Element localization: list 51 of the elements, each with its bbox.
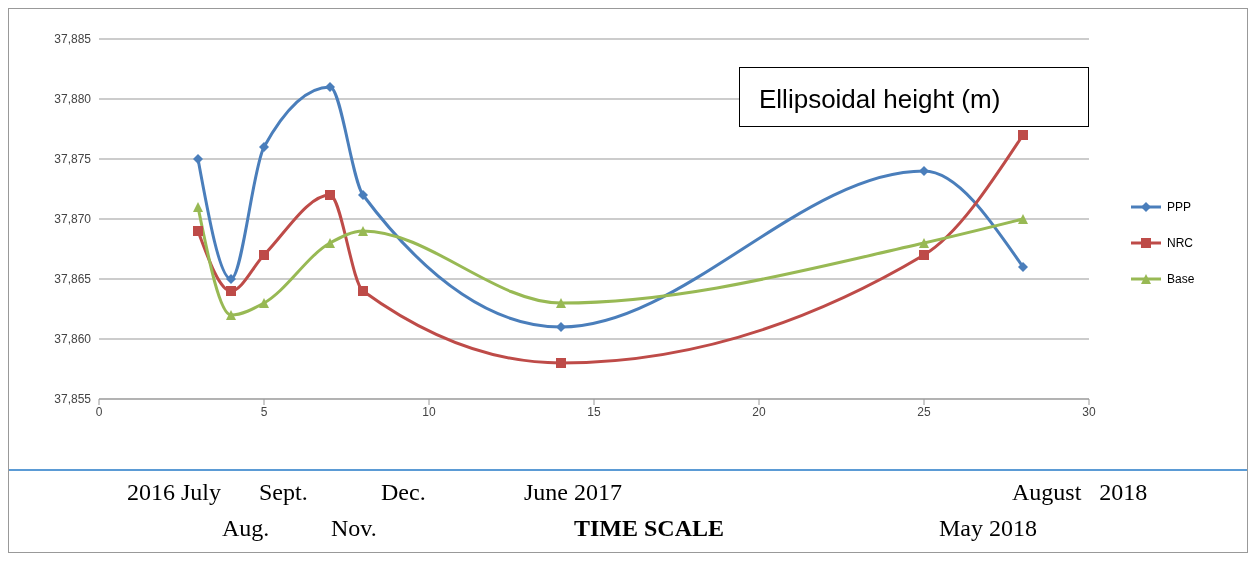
y-tick-label: 37,865	[54, 272, 92, 287]
x-tick-label: 15	[587, 404, 601, 419]
x-tick-label: 0	[95, 404, 103, 419]
point	[193, 226, 203, 236]
x-tick-label: 10	[422, 404, 436, 419]
legend-label: Base	[1167, 272, 1195, 286]
point	[556, 298, 566, 308]
text: Nov.	[331, 515, 377, 542]
legend-label: PPP	[1167, 200, 1192, 214]
y-tick-label: 37,870	[54, 212, 92, 227]
text: 2016 July	[127, 479, 222, 506]
point	[1018, 262, 1028, 272]
text: August 2018	[1012, 479, 1148, 506]
point	[325, 190, 335, 200]
point	[556, 322, 566, 332]
text: Aug.	[222, 515, 270, 542]
text: Sept.	[259, 479, 308, 506]
point	[358, 226, 368, 236]
point	[226, 286, 236, 296]
x-tick-label: 30	[1082, 404, 1096, 419]
point	[919, 250, 929, 260]
y-tick-label: 37,860	[54, 332, 92, 347]
point	[1018, 130, 1028, 140]
x-axis-title: TIME SCALE	[574, 515, 725, 542]
y-tick-label: 37,875	[54, 152, 92, 167]
y-tick-label: 37,880	[54, 92, 92, 107]
x-tick-label: 20	[752, 404, 766, 419]
legend-label: NRC	[1167, 236, 1193, 250]
point	[226, 274, 236, 284]
y-tick-label: 37,855	[54, 392, 92, 407]
point	[358, 190, 368, 200]
point	[226, 310, 236, 320]
text: May 2018	[939, 515, 1037, 542]
point	[193, 202, 203, 212]
y-tick-label: 37,885	[54, 32, 92, 47]
point	[919, 238, 929, 248]
point	[259, 298, 269, 308]
point	[1018, 214, 1028, 224]
text: Dec.	[381, 479, 426, 506]
point	[259, 250, 269, 260]
x-tick-label: 5	[260, 404, 268, 419]
x-tick-label: 25	[917, 404, 931, 419]
point	[919, 166, 929, 176]
point	[325, 82, 335, 92]
text: June 2017	[524, 479, 622, 506]
point	[556, 358, 566, 368]
point	[358, 286, 368, 296]
point	[325, 238, 335, 248]
point	[193, 154, 203, 164]
point	[259, 142, 269, 152]
text: Ellipsoidal height (m)	[759, 84, 1001, 115]
